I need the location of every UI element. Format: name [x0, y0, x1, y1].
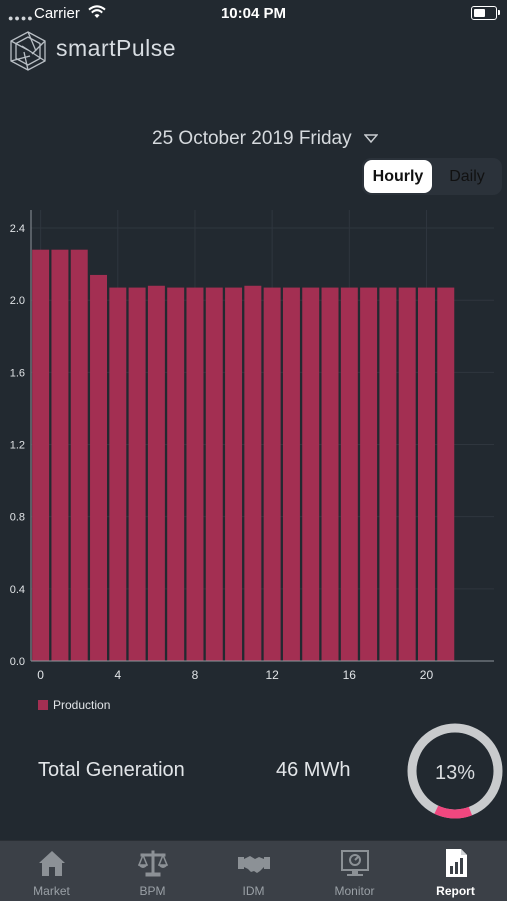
production-bar[interactable] — [186, 287, 204, 661]
x-tick-label: 0 — [37, 668, 44, 682]
production-bar[interactable] — [32, 249, 50, 662]
tab-bpm-label: BPM — [139, 884, 166, 898]
y-tick-label: 1.6 — [10, 367, 25, 379]
y-tick-label: 1.2 — [10, 440, 25, 452]
scales-icon — [137, 850, 168, 877]
production-bar[interactable] — [302, 287, 320, 661]
percentage-label: 13% — [435, 762, 475, 784]
production-bar[interactable] — [51, 249, 69, 662]
status-bar: ●●●● Carrier 10:04 PM — [0, 0, 507, 26]
total-generation-label: Total Generation — [38, 759, 185, 781]
carrier-label: Carrier — [34, 5, 80, 22]
y-tick-label: 0.8 — [10, 512, 25, 524]
legend-swatch — [38, 699, 48, 710]
x-tick-label: 8 — [192, 668, 199, 682]
app-header: smartPulse — [0, 28, 507, 72]
production-bar[interactable] — [321, 287, 339, 661]
tab-monitor[interactable]: Monitor — [304, 841, 405, 901]
tab-idm[interactable]: IDM — [203, 841, 304, 901]
production-bar[interactable] — [70, 249, 88, 662]
tab-bpm[interactable]: BPM — [102, 841, 203, 901]
total-generation-row: Total Generation 46 MWh 13% — [0, 718, 507, 828]
x-tick-label: 4 — [114, 668, 121, 682]
y-tick-label: 2.0 — [10, 295, 25, 307]
bottom-tab-bar: Market BPM IDM — [0, 840, 507, 901]
production-bar[interactable] — [147, 285, 165, 661]
x-tick-label: 20 — [420, 668, 434, 682]
chart-legend: Production — [38, 696, 110, 712]
caret-down-icon[interactable] — [364, 134, 378, 144]
production-bar[interactable] — [398, 287, 416, 661]
app-title: smartPulse — [56, 35, 177, 61]
smartpulse-logo-icon — [10, 31, 46, 71]
total-generation-value: 46 MWh — [276, 759, 351, 781]
monitor-icon — [340, 850, 369, 876]
daily-tab[interactable]: Daily — [449, 168, 485, 185]
production-bar[interactable] — [167, 287, 185, 661]
tab-idm-label: IDM — [242, 884, 265, 898]
home-icon — [38, 851, 65, 876]
production-bar[interactable] — [109, 287, 127, 661]
production-bar[interactable] — [225, 287, 243, 661]
production-bar[interactable] — [379, 287, 397, 661]
granularity-segmented-control: Hourly Daily — [362, 158, 502, 195]
battery-icon — [471, 6, 500, 20]
production-bar[interactable] — [263, 287, 281, 661]
clock: 10:04 PM — [220, 5, 287, 22]
date-selector[interactable]: 25 October 2019 Friday — [0, 128, 507, 154]
ring-progress — [434, 805, 473, 819]
tab-market[interactable]: Market — [1, 841, 102, 901]
percentage-ring: 13% — [407, 723, 503, 819]
signal-dots-icon: ●●●● — [8, 13, 34, 23]
legend-label: Production — [53, 697, 111, 712]
tab-report-label: Report — [436, 884, 475, 898]
x-tick-label: 16 — [343, 668, 357, 682]
production-bar[interactable] — [437, 287, 455, 661]
production-bar[interactable] — [417, 287, 435, 661]
wifi-icon — [88, 5, 106, 18]
hourly-tab[interactable]: Hourly — [364, 160, 432, 193]
report-chart-icon — [445, 849, 467, 877]
y-tick-label: 2.4 — [10, 223, 25, 235]
tab-market-label: Market — [33, 884, 70, 898]
production-bar[interactable] — [128, 287, 146, 661]
x-tick-label: 12 — [265, 668, 279, 682]
y-tick-label: 0.0 — [10, 656, 25, 668]
y-tick-label: 0.4 — [10, 584, 25, 596]
production-bar[interactable] — [340, 287, 358, 661]
production-bar[interactable] — [360, 287, 378, 661]
tab-monitor-label: Monitor — [334, 884, 375, 898]
production-bar[interactable] — [282, 287, 300, 661]
date-label[interactable]: 25 October 2019 Friday — [152, 128, 352, 149]
handshake-icon — [237, 856, 270, 873]
production-bar-chart: 0.0 0.4 0.8 1.2 1.6 2.0 2.4 0 4 8 12 16 20 — [10, 210, 494, 682]
production-bar[interactable] — [244, 285, 262, 661]
tab-report[interactable]: Report — [405, 841, 506, 901]
production-chart: 0.0 0.4 0.8 1.2 1.6 2.0 2.4 0 4 8 12 16 20 — [0, 200, 507, 720]
production-bar[interactable] — [90, 274, 108, 661]
production-bar[interactable] — [205, 287, 223, 661]
